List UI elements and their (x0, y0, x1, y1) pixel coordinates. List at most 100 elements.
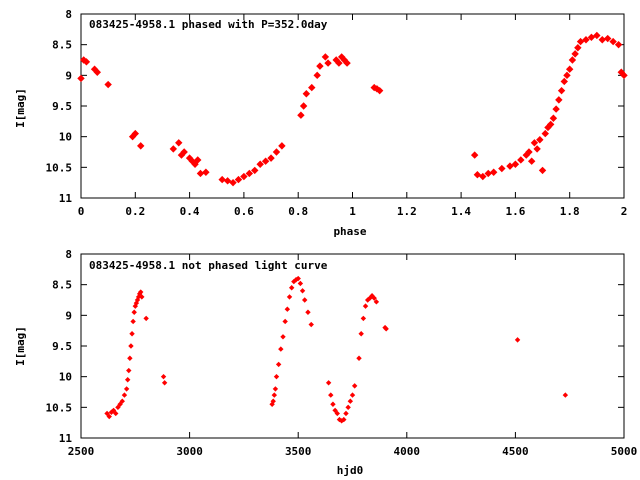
data-point (555, 96, 563, 104)
data-point (587, 33, 596, 42)
data-point (362, 303, 369, 309)
y-axis: 8 8.5 9 9.5 10 10.5 11 (46, 8, 624, 205)
data-point (383, 326, 389, 332)
data-point (511, 160, 520, 168)
data-point (299, 288, 306, 294)
data-point (234, 175, 243, 184)
data-point (549, 114, 558, 122)
data-point (175, 139, 183, 147)
data-point (373, 299, 380, 305)
data-point (138, 289, 144, 295)
x-tick-label: 3000 (176, 445, 203, 458)
phased-light-curve-chart: 083425-4958.1 phased with P=352.0day 8 8.… (14, 8, 628, 238)
y-tick-label: 8.5 (52, 39, 72, 52)
x-tick-label: 1.8 (560, 205, 580, 218)
x-tick-label: 5000 (611, 445, 638, 458)
y-axis-label: I[mag] (14, 88, 27, 128)
data-point (297, 280, 304, 287)
data-point (295, 275, 301, 282)
y-tick-label: 11 (59, 192, 73, 205)
y-tick-label: 11 (59, 432, 73, 445)
data-point (302, 90, 311, 98)
data-point (341, 416, 347, 423)
data-point (332, 407, 338, 414)
data-point (278, 142, 286, 150)
data-point (330, 401, 336, 407)
data-point (538, 166, 547, 175)
data-point (604, 34, 612, 43)
data-point (343, 410, 349, 417)
data-point (308, 83, 316, 92)
data-point (321, 53, 330, 61)
data-point (345, 404, 351, 411)
x-tick-label: 2500 (68, 445, 95, 458)
data-point (280, 334, 286, 340)
data-point (546, 120, 555, 129)
data-point (240, 172, 248, 181)
data-point (229, 178, 237, 187)
x-axis-label: hjd0 (337, 464, 364, 477)
data-point (160, 373, 167, 380)
data-point (614, 40, 623, 49)
unphased-light-curve-chart: 083425-4958.1 not phased light curve 8 8.… (14, 248, 637, 477)
x-tick-label: 1.6 (505, 205, 525, 218)
x-axis: 0 0.2 0.4 0.6 0.8 1 1.2 1.4 1.6 1.8 2 (78, 14, 628, 218)
data-point (131, 309, 137, 315)
data-point (271, 392, 278, 398)
data-point (191, 160, 199, 168)
x-tick-label: 1.4 (451, 205, 471, 218)
x-tick-label: 1 (349, 205, 356, 218)
data-point (313, 71, 321, 80)
data-point (533, 145, 541, 153)
x-axis-label: phase (333, 225, 366, 238)
data-point (349, 392, 356, 398)
x-tick-label: 4000 (394, 445, 421, 458)
data-point (560, 77, 568, 86)
data-point (129, 331, 135, 337)
data-point (272, 148, 281, 156)
data-point (479, 172, 487, 181)
x-tick-label: 0.2 (125, 205, 145, 218)
x-tick-label: 4500 (502, 445, 529, 458)
data-point (299, 102, 308, 110)
y-tick-label: 9.5 (52, 100, 72, 113)
data-points (77, 31, 628, 187)
data-point (563, 71, 571, 80)
data-point (282, 318, 288, 325)
y-tick-label: 8.5 (52, 279, 72, 292)
data-point (93, 68, 101, 76)
data-point (121, 392, 128, 398)
data-point (557, 86, 566, 95)
data-point (161, 380, 168, 386)
data-point (256, 160, 264, 168)
data-point (143, 315, 149, 322)
x-tick-label: 0.4 (180, 205, 200, 218)
x-tick-label: 0 (78, 205, 85, 218)
data-point (127, 355, 133, 361)
data-point (620, 71, 628, 80)
data-point (124, 377, 131, 383)
y-tick-label: 10.5 (46, 401, 73, 414)
data-points (104, 275, 569, 424)
chart-frame (80, 253, 625, 439)
data-point (358, 331, 364, 337)
data-point (132, 303, 139, 309)
data-point (351, 383, 358, 389)
data-point (375, 86, 384, 95)
data-point (302, 297, 308, 303)
data-point (251, 166, 259, 175)
x-tick-label: 3500 (285, 445, 312, 458)
x-tick-label: 0.6 (234, 205, 254, 218)
data-point (139, 294, 145, 300)
data-point (484, 169, 492, 178)
data-point (334, 410, 341, 417)
data-point (284, 306, 291, 312)
data-point (593, 31, 601, 40)
data-point (335, 59, 343, 67)
y-tick-label: 10.5 (46, 161, 73, 174)
x-tick-label: 2 (621, 205, 628, 218)
data-point (82, 58, 91, 66)
data-point (267, 154, 275, 162)
data-point (308, 321, 314, 328)
